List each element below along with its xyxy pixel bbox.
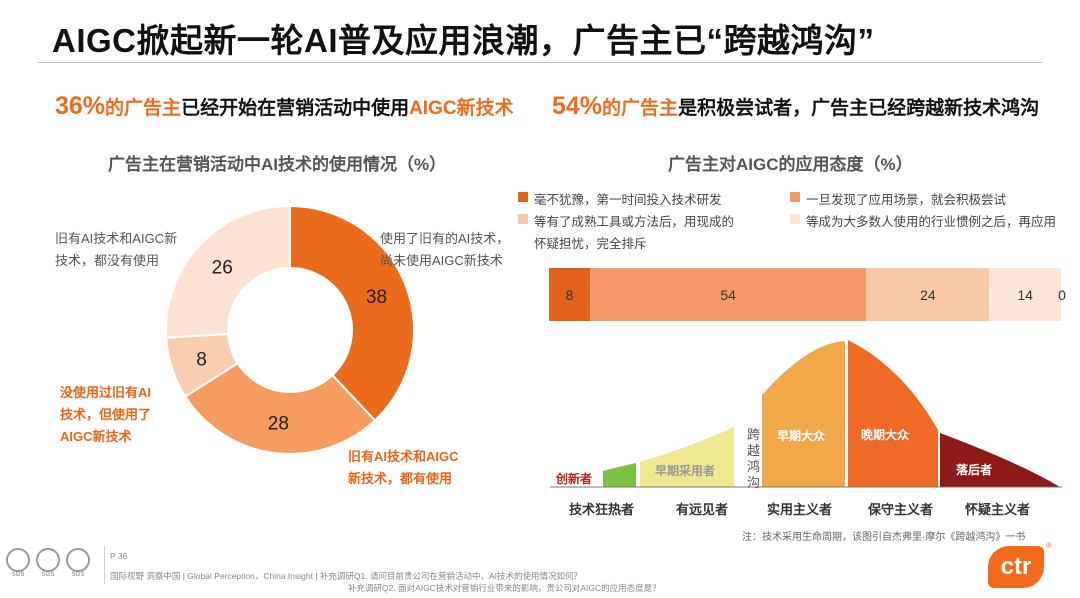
donut-slice (165, 204, 291, 339)
left-headline-org: 的广告主 (105, 98, 182, 119)
donut-label-line: AIGC新技术 (60, 429, 132, 444)
stacked-bar: 8 54 24 14 0 (549, 268, 1066, 321)
donut-label-line: 旧有AI技术和AIGC新 (55, 231, 178, 246)
registered-mark: ® (1046, 541, 1052, 550)
bar-segment (589, 268, 867, 321)
innovators-segment (603, 463, 636, 487)
bar-segment (866, 268, 990, 321)
category-label: 保守主义者 (868, 502, 934, 517)
donut-value-label: 28 (268, 413, 289, 434)
adoption-curve: 创新者 早期采用者 跨 越 鸿 沟 早期大众 晚期大众 落后者 (550, 340, 1062, 490)
legend-label: 等有了成熟工具或方法后，用现成的 (534, 215, 735, 229)
category-label: 怀疑主义者 (965, 502, 1031, 517)
chasm-char: 跨 (747, 427, 760, 442)
bar-value-label: 54 (720, 286, 736, 303)
legend-label: 等成为大多数人使用的行业惯例之后，再应用 (806, 215, 1057, 229)
laggards-segment (940, 433, 1060, 487)
seal-icon: SGS (36, 548, 60, 578)
attitude-title: 广告主对AIGC的应用态度（%） (668, 155, 913, 174)
left-headline-highlight: AIGC新技术 (409, 98, 514, 119)
early-majority-label: 早期大众 (777, 428, 826, 443)
chasm-char: 越 (747, 443, 760, 458)
donut-title: 广告主在营销活动中AI技术的使用情况（%） (108, 155, 447, 174)
donut-label-both: 旧有AI技术和AIGC 新技术，都有使用 (348, 446, 459, 490)
legend-swatch (790, 214, 800, 224)
curve-note: 注：技术采用生命周期，该图引自杰弗里·摩尔《跨越鸿沟》一书 (742, 532, 1026, 543)
donut-chart: 38 28 8 26 (165, 204, 415, 455)
footer-source-2: 补充调研Q2. 面对AIGC技术对营销行业带来的影响，贵公司对AIGC的应用态度… (348, 583, 661, 593)
legend-item: 怀疑担忧，完全排斥 (518, 233, 647, 252)
donut-label-line: 旧有AI技术和AIGC (348, 449, 459, 464)
bar-value-label: 14 (1017, 286, 1033, 303)
donut-label-old-only: 使用了旧有的AI技术， 尚未使用AIGC新技术 (380, 228, 509, 272)
early-adopters-segment (640, 427, 734, 487)
donut-label-none: 旧有AI技术和AIGC新 技术，都没有使用 (55, 228, 177, 272)
laggards-label: 落后者 (956, 462, 992, 477)
late-majority-segment (848, 340, 938, 487)
legend-label: 怀疑担忧，完全排斥 (534, 237, 647, 251)
left-headline-text: 已经开始在营销活动中使用 (181, 98, 410, 119)
footer-divider (104, 546, 105, 584)
footer-source: 国际视野 洞察中国 | Global Perception，China Insi… (110, 571, 583, 581)
donut-slice (289, 204, 415, 422)
donut-value-label: 26 (212, 257, 233, 278)
early-adopters-label: 早期采用者 (655, 463, 715, 478)
seal-icon: SGS (6, 548, 30, 578)
category-label: 有远见者 (676, 502, 729, 517)
late-majority-label: 晚期大众 (861, 427, 910, 442)
legend-item: 毫不犹豫，第一时间投入技术研发 (518, 189, 722, 208)
right-headline-org: 的广告主 (602, 98, 679, 119)
donut-slice (183, 361, 377, 455)
legend-label: 毫不犹豫，第一时间投入技术研发 (534, 193, 722, 207)
donut-label-new-only: 没使用过旧有AI 技术，但使用了 AIGC新技术 (60, 382, 151, 448)
left-headline: 36%的广告主已经开始在营销活动中使用AIGC新技术 (55, 92, 514, 121)
category-label: 实用主义者 (767, 502, 833, 517)
legend-swatch (790, 192, 800, 202)
legend-item: 等有了成熟工具或方法后，用现成的 (518, 211, 734, 230)
ctr-logo-text: ctr (1000, 553, 1032, 580)
early-majority-segment (762, 341, 845, 487)
chasm-char: 沟 (747, 475, 760, 490)
right-headline-pct: 54% (552, 92, 603, 120)
legend-swatch (518, 236, 528, 246)
donut-label-line: 没使用过旧有AI (60, 385, 152, 400)
category-label: 技术狂热者 (569, 502, 635, 517)
seal-icon: SGS (66, 548, 90, 578)
donut-value-label: 38 (366, 287, 387, 308)
left-headline-pct: 36% (55, 92, 106, 120)
chasm-char: 鸿 (747, 459, 760, 474)
legend-swatch (518, 214, 528, 224)
donut-label-line: 使用了旧有的AI技术， (380, 231, 510, 246)
donut-label-line: 技术，都没有使用 (55, 253, 160, 268)
legend-label: 一旦发现了应用场景，就会积极尝试 (806, 193, 1007, 207)
donut-value-label: 8 (196, 350, 207, 371)
donut-label-line: 技术，但使用了 (60, 407, 152, 422)
legend-item: 一旦发现了应用场景，就会积极尝试 (790, 189, 1006, 208)
page-number: P 36 (110, 551, 128, 561)
right-headline: 54%的广告主是积极尝试者，广告主已经跨越新技术鸿沟 (552, 92, 1039, 121)
innovators-label: 创新者 (555, 471, 592, 486)
page-title: AIGC掀起新一轮AI普及应用浪潮，广告主已“跨越鸿沟” (52, 22, 875, 59)
bar-segment (989, 268, 1061, 321)
legend-item: 等成为大多数人使用的行业惯例之后，再应用 (790, 211, 1056, 230)
certification-seals: SGS SGS SGS (6, 548, 90, 578)
bar-value-label: 24 (920, 286, 936, 303)
bar-value-label: 8 (565, 286, 574, 303)
bar-segment (549, 268, 590, 321)
donut-label-line: 新技术，都有使用 (348, 471, 453, 486)
bar-value-label: 0 (1058, 286, 1066, 303)
right-headline-text: 是积极尝试者，广告主已经跨越新技术鸿沟 (678, 98, 1040, 119)
title-divider (38, 62, 1042, 63)
ctr-logo: ctr (988, 546, 1044, 588)
legend-swatch (518, 192, 528, 202)
donut-label-line: 尚未使用AIGC新技术 (380, 253, 503, 268)
